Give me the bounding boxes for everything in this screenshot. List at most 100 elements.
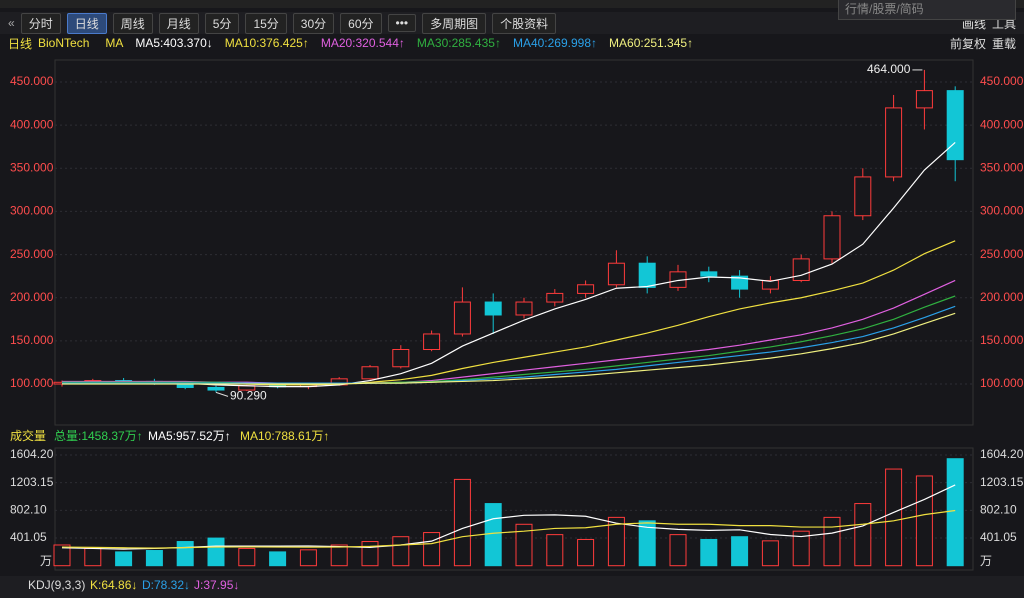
volume-unit: 万 bbox=[40, 554, 52, 568]
volume-total: 总量:1458.37万↑ bbox=[54, 429, 143, 443]
ma-line bbox=[62, 312, 956, 385]
candle-body bbox=[607, 262, 625, 286]
volume-bar bbox=[669, 534, 687, 567]
back[interactable]: « bbox=[8, 16, 15, 30]
volume-bar bbox=[392, 536, 410, 567]
tab[interactable]: 个股资料 bbox=[492, 12, 557, 34]
volume-bar bbox=[330, 544, 348, 567]
kdj-bar bbox=[0, 576, 1024, 598]
y-tick-label: 100.000 bbox=[10, 376, 54, 390]
kdj-name: KDJ(9,3,3) bbox=[28, 578, 85, 592]
candle-body bbox=[546, 292, 564, 303]
y-tick-label-right: 150.000 bbox=[980, 333, 1024, 347]
volume-bar bbox=[577, 538, 595, 567]
y-tick-label: 350.000 bbox=[10, 160, 54, 174]
volume-bar bbox=[700, 538, 718, 567]
tab[interactable]: 日线 bbox=[66, 12, 107, 34]
top-strip bbox=[0, 0, 1024, 8]
tab[interactable]: 60分 bbox=[340, 12, 382, 34]
volume-frame bbox=[54, 447, 974, 571]
y-tick-label: 450.000 bbox=[10, 74, 54, 88]
volume-bar bbox=[453, 478, 471, 567]
adjust[interactable]: 重载 bbox=[991, 36, 1016, 51]
ma-value: MA40:269.998↑ bbox=[512, 36, 598, 50]
candle-body bbox=[854, 176, 872, 217]
candle-body bbox=[515, 301, 533, 316]
candle-body bbox=[484, 301, 502, 316]
high-annotation: 464.000 bbox=[867, 62, 911, 76]
tab[interactable]: ••• bbox=[387, 14, 417, 32]
candle-body bbox=[392, 348, 410, 368]
y-tick-label-right: 350.000 bbox=[980, 160, 1024, 174]
ma-value: MA10:376.425↑ bbox=[224, 36, 309, 50]
candle-body bbox=[731, 275, 749, 290]
price-frame bbox=[54, 59, 974, 426]
volume-tick-label-right: 802.10 bbox=[980, 503, 1017, 517]
volume-bar bbox=[885, 468, 903, 567]
candle-body bbox=[915, 90, 933, 109]
y-tick-label: 400.000 bbox=[10, 117, 54, 131]
volume-bar bbox=[84, 547, 102, 567]
period: 日线 bbox=[8, 36, 33, 51]
tab[interactable]: 5分 bbox=[204, 12, 240, 34]
volume-title: 成交量 bbox=[10, 428, 46, 443]
adjust[interactable]: 前复权 bbox=[949, 36, 986, 51]
annotation-arrow bbox=[215, 391, 229, 397]
volume-tick-label-right: 1604.20 bbox=[980, 447, 1024, 461]
tab[interactable]: 分时 bbox=[20, 12, 61, 34]
volume-bar bbox=[761, 540, 779, 567]
volume-bar bbox=[207, 537, 225, 567]
candle-body bbox=[207, 386, 225, 391]
candle-body bbox=[700, 271, 718, 277]
volume-tick-label: 401.05 bbox=[10, 530, 47, 544]
volume-ma-line bbox=[61, 484, 956, 550]
candle-body bbox=[761, 279, 779, 290]
y-tick-label-right: 200.000 bbox=[980, 290, 1024, 304]
volume-bar bbox=[638, 520, 656, 567]
y-tick-label: 300.000 bbox=[10, 204, 54, 218]
volume-bar bbox=[484, 503, 502, 567]
tool[interactable]: 工具 bbox=[991, 16, 1016, 31]
volume-bar bbox=[515, 523, 533, 567]
tab[interactable]: 周线 bbox=[112, 12, 153, 34]
kdj-j: J:37.95↓ bbox=[194, 578, 239, 592]
volume-bar bbox=[915, 475, 933, 567]
tab[interactable]: 月线 bbox=[158, 12, 199, 34]
volume-bar bbox=[176, 541, 194, 567]
ma-value: MA60:251.345↑ bbox=[609, 36, 694, 50]
y-tick-label: 250.000 bbox=[10, 247, 54, 261]
toolbar: « 分时 日线 周线 月线 5分 15分 30分 60分 ••• 多周期图 个股资料 画线 工具 行情/股… bbox=[0, 0, 1024, 34]
candle-body bbox=[361, 366, 379, 380]
stock-name: BioNTech bbox=[38, 36, 90, 50]
volume-bar bbox=[607, 516, 625, 567]
volume-tick-label-right: 1203.15 bbox=[980, 475, 1024, 489]
candle-body bbox=[453, 301, 471, 335]
volume-bar bbox=[546, 534, 564, 567]
tool[interactable]: 画线 bbox=[961, 16, 986, 31]
candle-body bbox=[823, 215, 841, 260]
volume-bar bbox=[269, 551, 287, 567]
volume-ma-value: MA10:788.61万↑ bbox=[240, 429, 329, 443]
volume-bar bbox=[792, 530, 810, 567]
volume-tick-label-right: 401.05 bbox=[980, 530, 1017, 544]
tab[interactable]: 多周期图 bbox=[422, 12, 487, 34]
y-tick-label-right: 100.000 bbox=[980, 376, 1024, 390]
volume-bar bbox=[115, 551, 133, 567]
tab[interactable]: 15分 bbox=[245, 12, 287, 34]
search[interactable]: 行情/股票/简码 bbox=[838, 0, 1016, 20]
candle-body bbox=[946, 90, 964, 161]
kdj-k: K:64.86↓ bbox=[90, 578, 137, 592]
tab[interactable]: 30分 bbox=[292, 12, 335, 34]
y-tick-label-right: 300.000 bbox=[980, 204, 1024, 218]
y-tick-label-right: 450.000 bbox=[980, 74, 1024, 88]
y-tick-label-right: 400.000 bbox=[980, 117, 1024, 131]
ma-value: MA30:285.435↑ bbox=[416, 36, 501, 50]
y-tick-label: 150.000 bbox=[10, 333, 54, 347]
y-tick-label-right: 250.000 bbox=[980, 247, 1024, 261]
volume-bar bbox=[423, 532, 441, 567]
candle-body bbox=[638, 262, 656, 288]
volume-tick-label: 802.10 bbox=[10, 503, 47, 517]
volume-bar bbox=[361, 541, 379, 567]
ma-value: MA20:320.544↑ bbox=[320, 36, 405, 50]
